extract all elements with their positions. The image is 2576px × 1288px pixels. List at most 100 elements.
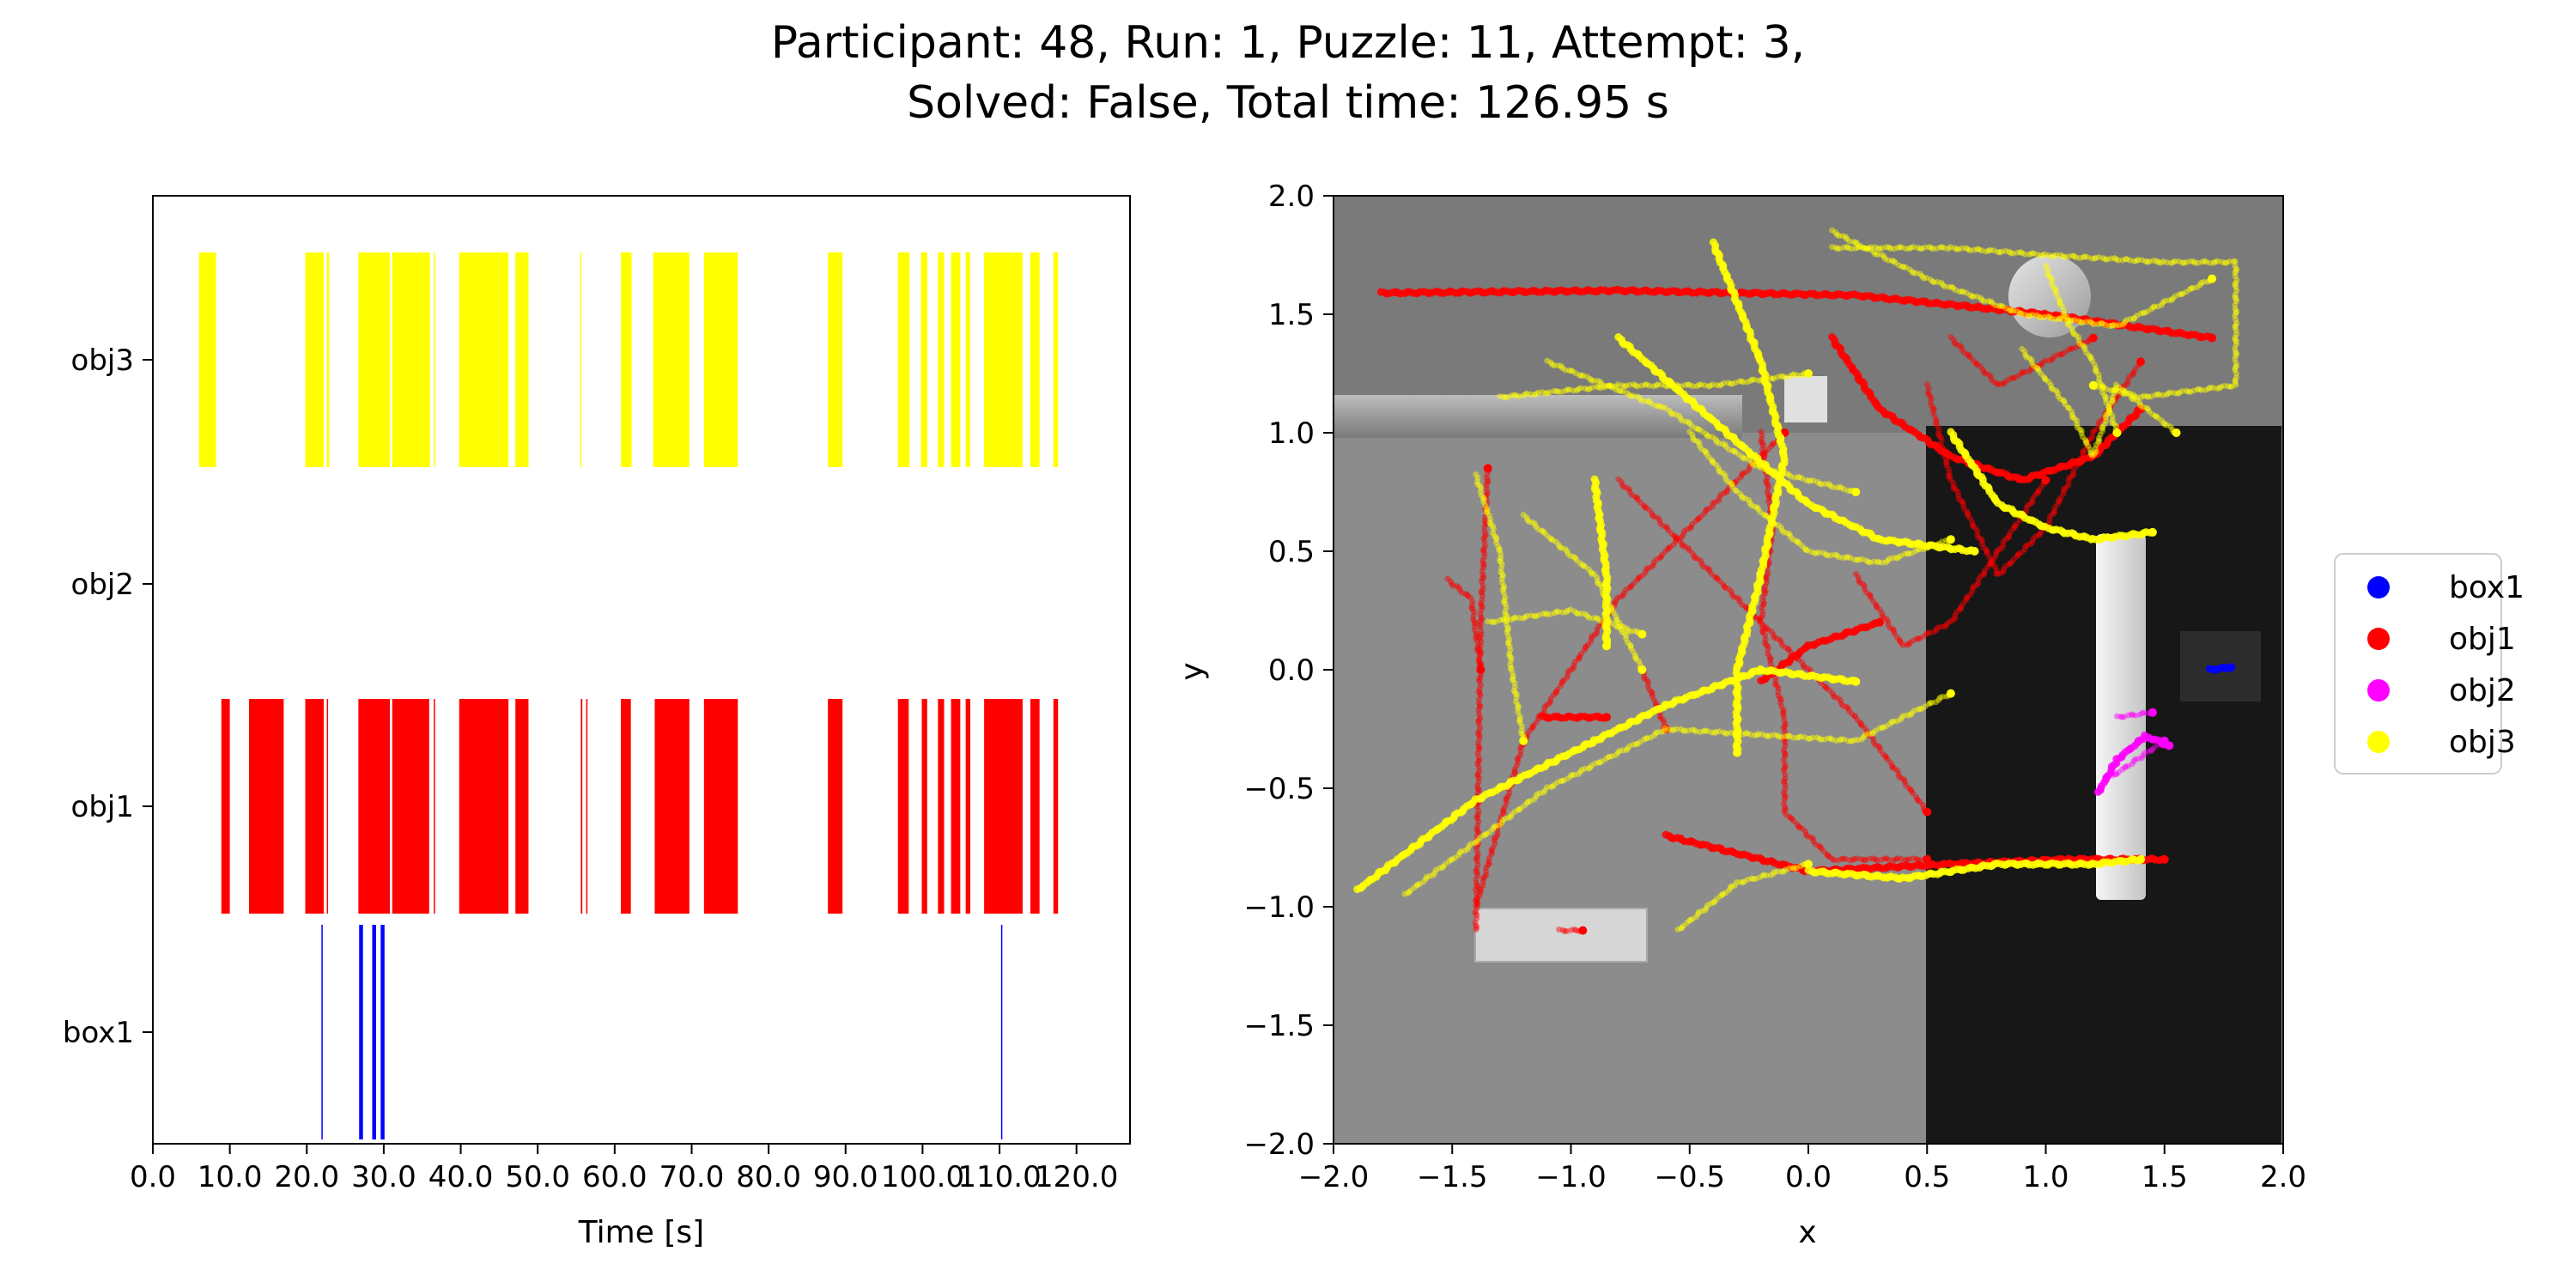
point-obj3 xyxy=(1810,477,1817,484)
point-obj3 xyxy=(2190,387,2197,394)
point-obj1 xyxy=(2005,376,2012,383)
point-obj1 xyxy=(1573,927,1580,934)
point-obj1 xyxy=(1473,825,1480,832)
point-obj1 xyxy=(1763,477,1770,484)
point-obj1 xyxy=(2019,549,2026,556)
point-obj1 xyxy=(1761,640,1768,647)
point-obj3 xyxy=(1549,361,1556,368)
point-obj1 xyxy=(1899,641,1906,648)
point-obj1 xyxy=(1611,602,1618,609)
point-obj3 xyxy=(1407,887,1414,894)
point-obj1 xyxy=(1485,477,1492,483)
point-obj3 xyxy=(1913,270,1920,276)
point-obj3 xyxy=(1902,264,1909,271)
point-obj3 xyxy=(1832,551,1838,558)
point-obj1 xyxy=(1650,562,1657,568)
point-obj3 xyxy=(1945,283,1952,290)
point-obj3 xyxy=(2010,307,2017,314)
scene-bottom-block xyxy=(1474,908,1648,963)
point-obj1 xyxy=(1879,613,1886,620)
point-obj3 xyxy=(2105,403,2112,410)
point-obj1 xyxy=(1993,550,2000,556)
point-obj3 xyxy=(1949,284,1956,291)
point-obj1 xyxy=(1873,601,1880,608)
point-obj3 xyxy=(2178,388,2185,395)
point-obj1 xyxy=(1474,872,1481,878)
point-obj1 xyxy=(1643,677,1650,683)
point-obj1 xyxy=(1491,835,1498,841)
point-obj1 xyxy=(1917,635,1923,641)
point-obj1 xyxy=(1825,853,1832,860)
point-obj3 xyxy=(1737,490,1744,497)
point-obj1 xyxy=(1628,582,1635,589)
point-obj3 xyxy=(1689,915,1696,922)
point-obj1 xyxy=(1476,646,1483,653)
point-obj1 xyxy=(1758,435,1765,442)
point-obj1 xyxy=(2071,465,2078,471)
point-obj3 xyxy=(1608,383,1615,390)
point-obj3 xyxy=(1740,495,1747,501)
point-obj3 xyxy=(1511,690,1518,696)
point-obj1 xyxy=(1474,851,1481,858)
point-obj1 xyxy=(1781,777,1788,784)
point-obj1 xyxy=(1476,735,1483,742)
timeline-x-tick-label: 10.0 xyxy=(197,1160,263,1194)
point-obj3 xyxy=(1535,611,1542,618)
point-obj3 xyxy=(1544,611,1551,617)
point-obj3 xyxy=(1506,643,1513,650)
point-obj3 xyxy=(2179,290,2186,297)
point-obj1 xyxy=(1965,352,1972,359)
point-obj3 xyxy=(1625,745,1631,752)
point-obj1 xyxy=(1766,653,1773,660)
point-obj1 xyxy=(1765,446,1771,453)
point-obj1 xyxy=(1994,380,2001,386)
point-obj3 xyxy=(1692,425,1699,432)
point-obj1 xyxy=(2091,428,2098,434)
point-obj1 xyxy=(1728,588,1735,595)
point-obj3 xyxy=(1953,246,1960,252)
point-obj3 xyxy=(1771,520,1777,527)
point-obj3 xyxy=(1527,798,1534,805)
point-obj3 xyxy=(2103,398,2110,405)
point-obj1 xyxy=(1759,432,1765,439)
point-obj3 xyxy=(2075,334,2081,341)
point-obj3 xyxy=(1874,251,1881,258)
point-obj1 xyxy=(1511,769,1518,776)
point-obj3 xyxy=(1529,519,1536,526)
point-obj1 xyxy=(1809,835,1816,842)
point-obj1 xyxy=(1474,901,1481,908)
point-obj3 xyxy=(1426,872,1433,879)
point-obj3 xyxy=(1970,293,1977,300)
point-obj3 xyxy=(1484,506,1491,513)
point-obj1 xyxy=(1933,416,1940,423)
point-obj1 xyxy=(1885,622,1892,629)
point-obj1 xyxy=(1475,807,1482,814)
point-obj3 xyxy=(2121,319,2128,326)
point-obj1 xyxy=(2018,370,2025,377)
point-obj3 xyxy=(1978,247,1985,254)
point-obj1 xyxy=(1757,618,1764,625)
point-obj3 xyxy=(1543,784,1550,791)
point-obj3 xyxy=(2154,259,2161,266)
point-obj3 xyxy=(2081,436,2088,443)
point-obj3 xyxy=(1716,440,1722,447)
point-obj3 xyxy=(1597,617,1604,624)
point-obj3 xyxy=(1785,471,1792,478)
point-obj1 xyxy=(2117,390,2124,397)
point-obj1 xyxy=(1981,570,1988,577)
point-obj3 xyxy=(1588,568,1595,575)
point-obj3 xyxy=(1498,565,1504,572)
point-obj1 xyxy=(1475,688,1482,695)
point-obj3 xyxy=(1583,374,1590,380)
point-obj3 xyxy=(2144,258,2151,265)
point-obj3 xyxy=(1793,372,1800,379)
point-obj3 xyxy=(1729,483,1736,490)
point-obj3 xyxy=(1508,617,1515,623)
point-obj3 xyxy=(2109,416,2116,423)
point-obj1 xyxy=(1510,772,1516,779)
point-obj1 xyxy=(1770,631,1777,638)
point-obj1 xyxy=(1890,626,1897,633)
point-obj1 xyxy=(1734,594,1741,601)
point-obj3 xyxy=(2042,376,2049,383)
point-obj1 xyxy=(1740,470,1747,477)
